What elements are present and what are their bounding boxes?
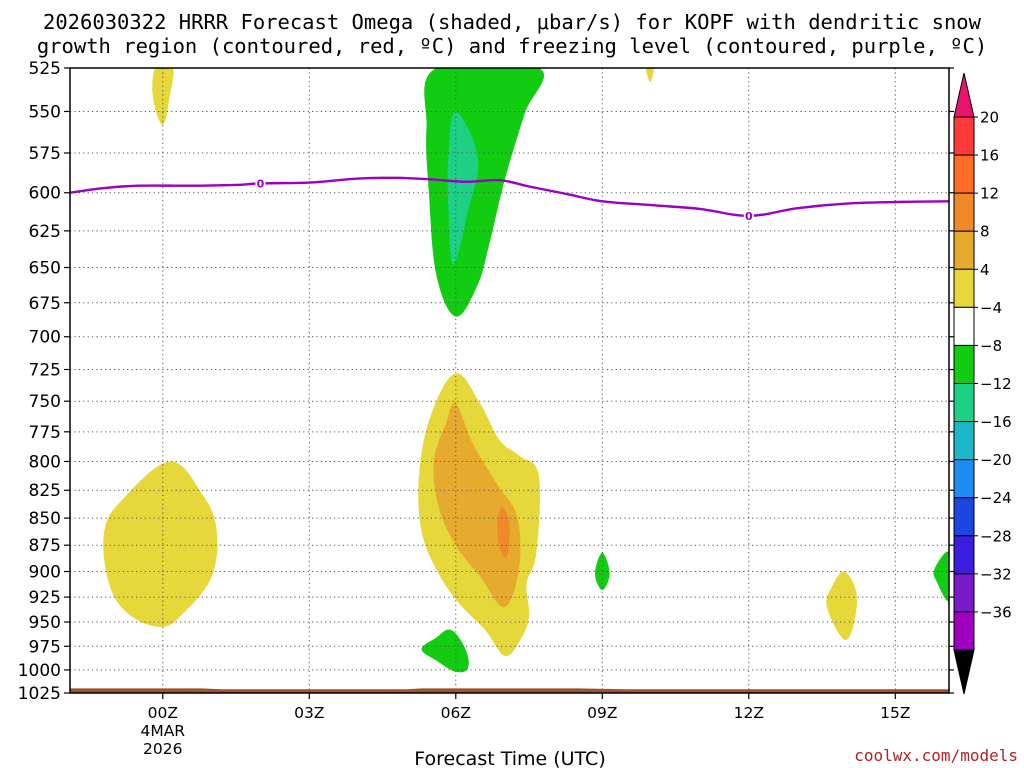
colorbar-label-9: −20 [980, 451, 1012, 469]
colorbar-label-7: −12 [980, 375, 1012, 393]
colorbar-label-0: 20 [980, 109, 999, 127]
xtick-label-15: 15Z [880, 704, 910, 722]
omega-area-teal-06z-upper [447, 111, 479, 265]
xtick-label-3: 03Z [294, 704, 324, 722]
ytick-label-775: 775 [29, 423, 61, 443]
freezing-level-label-1: 0 [745, 210, 753, 223]
chart-title-line1: 2026030322 HRRR Forecast Omega (shaded, … [43, 10, 982, 34]
colorbar-band-4 [953, 268, 975, 308]
colorbar-band-8 [953, 421, 975, 461]
omega-area-yellow-10z-top [646, 68, 654, 83]
omega-area-orange-06z-low [433, 403, 521, 608]
colorbar-band-10 [953, 497, 975, 537]
colorbar-label-1: 16 [980, 147, 999, 165]
freezing-label-bg-1 [743, 209, 754, 222]
ytick-label-900: 900 [29, 563, 61, 583]
colorbar-label-8: −16 [980, 413, 1012, 431]
colorbar-band-9 [953, 459, 975, 499]
omega-area-green-09z [595, 552, 610, 590]
x-axis-title: Forecast Time (UTC) [414, 748, 605, 768]
xtick-label-12: 12Z [734, 704, 764, 722]
colorbar-top-arrow [953, 72, 975, 118]
y-axis-ticks: 525 550 575 600 625 650 675 700 725 750 775 800 825 8… [18, 59, 954, 704]
ytick-label-850: 850 [29, 509, 61, 529]
ytick-label-575: 575 [29, 144, 61, 164]
colorbar-band-1 [953, 154, 975, 194]
gridlines [70, 68, 949, 693]
xtick-year-0: 2026 [143, 740, 182, 758]
colorbar-band-7 [953, 383, 975, 423]
xtick-label-9: 09Z [587, 704, 617, 722]
terrain-fill [70, 688, 949, 693]
colorbar-label-3: 8 [980, 223, 990, 241]
freezing-level-contour: 00 [70, 176, 949, 223]
colorbar-band-13 [953, 611, 975, 651]
ytick-label-800: 800 [29, 452, 61, 472]
colorbar-label-12: −32 [980, 565, 1012, 583]
freezing-label-bg-0 [255, 177, 266, 190]
omega-area-yellow-0z-top [152, 68, 174, 125]
xtick-label-6: 06Z [441, 704, 471, 722]
ytick-label-625: 625 [29, 222, 61, 242]
colorbar-band-5 [953, 306, 975, 346]
colorbar-label-4: 4 [980, 261, 990, 279]
colorbar-label-11: −28 [980, 527, 1012, 545]
terrain-base [70, 688, 949, 693]
colorbar-band-2 [953, 192, 975, 232]
colorbar-label-13: −36 [980, 603, 1012, 621]
ytick-label-675: 675 [29, 294, 61, 314]
omega-area-yellow-14z [826, 571, 857, 641]
ytick-label-1000: 1000 [18, 661, 61, 681]
colorbar-band-0 [953, 116, 975, 156]
colorbar: 20 16 12 8 4 −4 −8 −12 −16 −20 −24 −28 −32 −36 [953, 72, 1012, 695]
ytick-label-700: 700 [29, 328, 61, 348]
ytick-label-925: 925 [29, 588, 61, 608]
ytick-label-975: 975 [29, 637, 61, 657]
colorbar-label-6: −8 [980, 337, 1002, 355]
plot-frame [69, 67, 950, 694]
xtick-label-0: 00Z [148, 704, 178, 722]
ytick-label-650: 650 [29, 259, 61, 279]
xtick-date-0: 4MAR [140, 722, 185, 740]
ytick-label-950: 950 [29, 613, 61, 633]
colorbar-band-12 [953, 573, 975, 613]
colorbar-label-2: 12 [980, 185, 999, 203]
ytick-label-600: 600 [29, 184, 61, 204]
colorbar-bottom-arrow [953, 649, 975, 695]
omega-area-green-16z [933, 551, 949, 602]
omega-area-green-06z-low [421, 629, 469, 673]
credit-text: coolwx.com/models [854, 746, 1018, 765]
omega-area-yellow-0z-low [103, 461, 218, 627]
colorbar-label-10: −24 [980, 489, 1012, 507]
ytick-label-550: 550 [29, 102, 61, 122]
ytick-label-825: 825 [29, 481, 61, 501]
ytick-label-525: 525 [29, 59, 61, 79]
ytick-label-750: 750 [29, 392, 61, 412]
freezing-level-label-0: 0 [257, 177, 265, 190]
ytick-label-875: 875 [29, 536, 61, 556]
colorbar-label-5: −4 [980, 299, 1002, 317]
colorbar-band-11 [953, 535, 975, 575]
ytick-label-725: 725 [29, 361, 61, 381]
chart-title-line2: growth region (contoured, red, ºC) and f… [37, 34, 987, 58]
freezing-level-line [70, 176, 949, 218]
ytick-label-1025: 1025 [18, 684, 61, 704]
colorbar-band-6 [953, 344, 975, 384]
colorbar-band-3 [953, 230, 975, 270]
